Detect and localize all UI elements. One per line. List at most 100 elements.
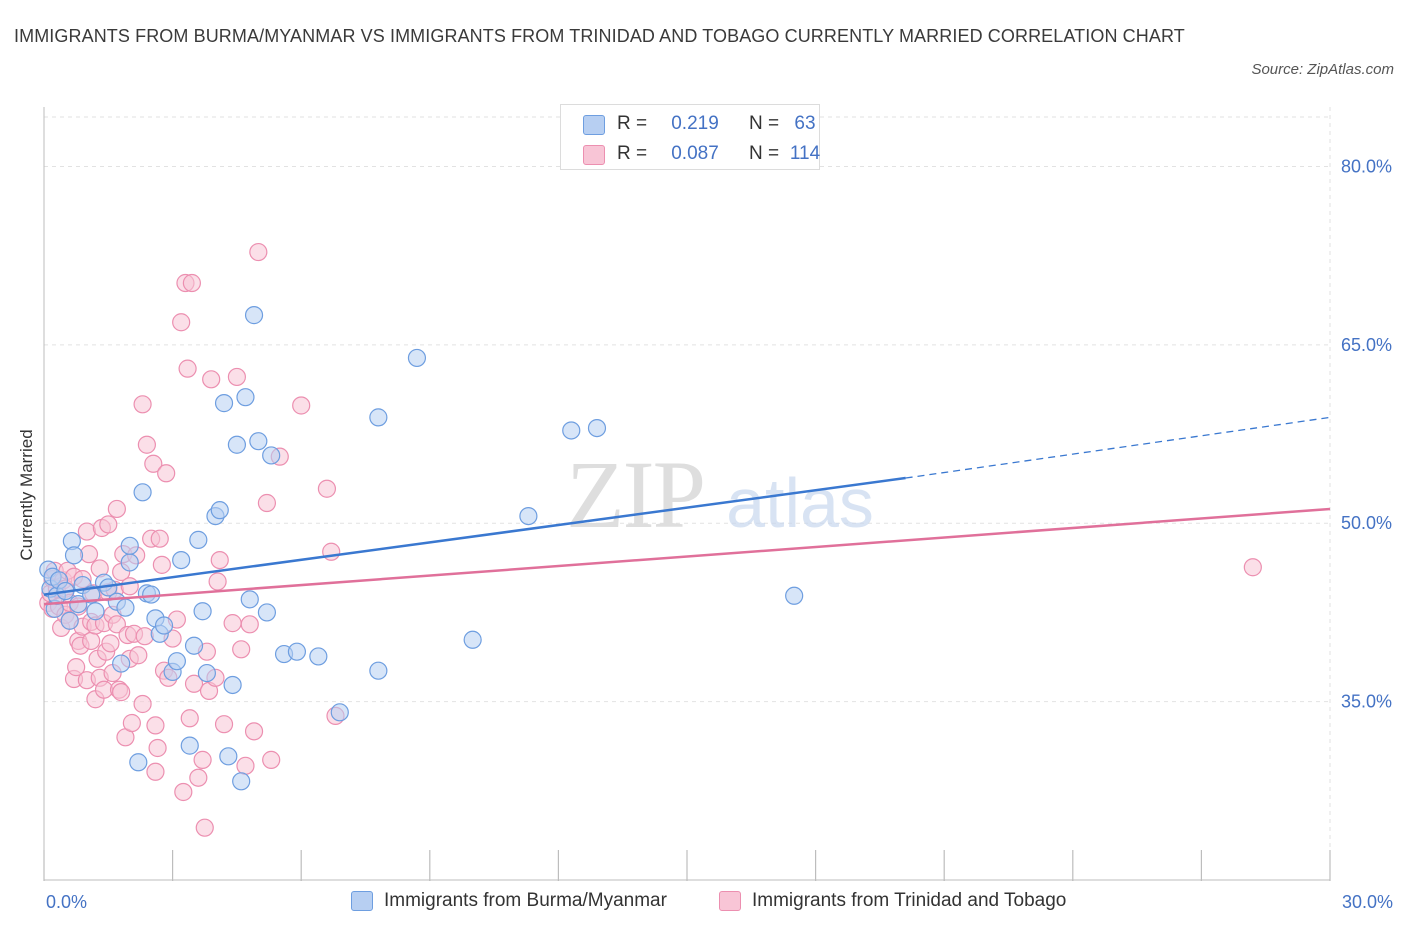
burma-point [189, 530, 208, 549]
trinidad-point [202, 370, 221, 389]
r-label: R = [617, 113, 648, 134]
trinidad-point [144, 454, 163, 473]
r-value: 0.087 [671, 143, 719, 164]
trinidad-point [1243, 558, 1262, 577]
burma-point [193, 602, 212, 621]
burma-point [785, 586, 804, 605]
burma-point [129, 753, 148, 772]
trinidad-point [120, 577, 139, 596]
trinidad-point [292, 396, 311, 415]
trinidad-point [195, 818, 214, 837]
burma-point [120, 553, 139, 572]
burma-point [562, 421, 581, 440]
trinidad-point [112, 683, 131, 702]
trinidad-point [180, 709, 199, 728]
burma-point [64, 546, 84, 565]
trinidad-point [317, 479, 337, 498]
trinidad-swatch [583, 145, 605, 165]
trinidad-point [210, 550, 229, 570]
burma-point [112, 654, 131, 673]
burma-point [236, 388, 255, 407]
trinidad-point [152, 555, 171, 574]
burma-point [197, 663, 216, 683]
source-label: Source: ZipAtlas.com [1251, 61, 1394, 78]
burma-point [86, 602, 105, 621]
trinidad-point [172, 313, 191, 332]
burma-swatch [583, 115, 605, 135]
burma-point [257, 603, 277, 622]
burma-point [232, 772, 251, 791]
watermark: ZIP atlas [566, 441, 874, 548]
correlation-legend: R = 0.219 N = 63 R = 0.087 N = 114 [560, 104, 820, 170]
trinidad-point [227, 367, 246, 387]
y-tick-label: 50.0% [1341, 513, 1392, 533]
y-tick-label: 80.0% [1341, 156, 1392, 176]
trinidad-point [223, 614, 242, 633]
trinidad-point [107, 499, 126, 519]
burma-point [407, 348, 427, 368]
burma-point [116, 598, 135, 617]
burma-point [369, 661, 388, 680]
trinidad-point [129, 646, 148, 665]
series-legend: Immigrants from Burma/Myanmar Immigrants… [0, 886, 1406, 916]
legend-label: Immigrants from Burma/Myanmar [384, 890, 667, 911]
trinidad-point [244, 722, 264, 741]
x-tick-label: 30.0% [1342, 892, 1393, 912]
trinidad-swatch [719, 891, 741, 911]
burma-trend-extension [905, 416, 1331, 479]
burma-point [69, 594, 88, 614]
trinidad-point [101, 634, 120, 653]
burma-point [120, 536, 139, 555]
burma-point [330, 703, 349, 722]
trinidad-point [257, 493, 277, 513]
burma-point [82, 585, 101, 604]
burma-point [369, 408, 388, 427]
burma-swatch [351, 891, 373, 911]
trinidad-point [146, 762, 165, 781]
y-tick-label: 35.0% [1341, 692, 1392, 712]
burma-point [519, 506, 538, 526]
trinidad-point [249, 242, 268, 262]
tick-labels: 35.0% 50.0% 65.0% 80.0% 0.0% 30.0% [46, 156, 1393, 912]
burma-point [219, 747, 238, 766]
burma-point [227, 435, 246, 454]
burma-point [240, 590, 259, 609]
burma-point [154, 616, 174, 635]
trinidad-point [67, 658, 86, 677]
series-burma-points [39, 306, 804, 791]
burma-point [184, 636, 204, 655]
trinidad-point [232, 640, 251, 659]
n-value: 63 [794, 113, 816, 134]
burma-point [172, 550, 191, 570]
burma-point [210, 501, 229, 520]
trinidad-point [174, 782, 193, 802]
legend-label: Immigrants from Trinidad and Tobago [752, 890, 1067, 911]
trinidad-point [214, 715, 234, 734]
burma-point [287, 642, 307, 661]
burma-point [244, 306, 264, 325]
trinidad-point [236, 756, 255, 775]
burma-point [167, 652, 186, 671]
r-value: 0.219 [671, 113, 719, 134]
trinidad-point [208, 572, 227, 591]
burma-point [180, 736, 199, 755]
n-label: N = [749, 143, 780, 164]
burma-point [249, 432, 268, 451]
trinidad-point [137, 435, 156, 454]
burma-point [262, 446, 281, 465]
n-value: 114 [789, 143, 821, 164]
watermark-atlas: atlas [726, 464, 874, 542]
burma-point [223, 675, 242, 695]
trinidad-point [79, 545, 99, 564]
burma-point [214, 394, 234, 413]
trinidad-point [133, 694, 152, 714]
trinidad-point [189, 768, 208, 787]
x-tick-label: 0.0% [46, 892, 87, 912]
burma-point [587, 418, 607, 438]
trinidad-point [157, 464, 176, 483]
trinidad-point [240, 615, 259, 634]
trinidad-point [262, 750, 281, 769]
trinidad-point [146, 716, 165, 735]
trinidad-point [193, 750, 212, 769]
